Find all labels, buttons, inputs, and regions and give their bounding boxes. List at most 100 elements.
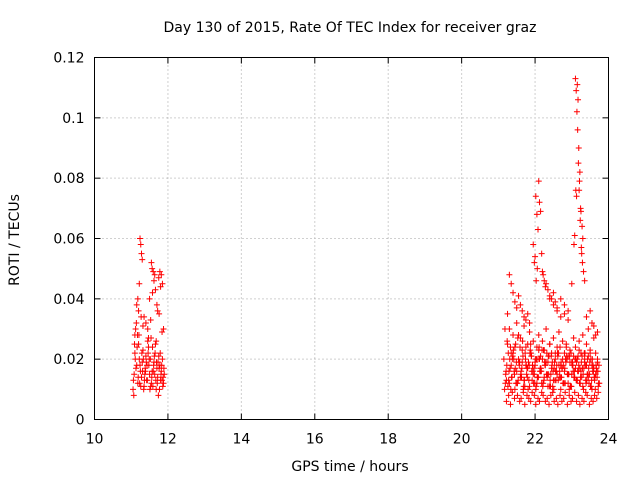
data-point: [152, 341, 159, 348]
data-point: [517, 344, 524, 351]
data-point: [137, 383, 144, 390]
data-point: [149, 289, 156, 296]
data-point: [564, 371, 571, 378]
data-point: [516, 398, 523, 405]
data-point: [574, 126, 581, 133]
data-point: [595, 380, 602, 387]
data-point: [587, 347, 594, 354]
data-point: [535, 178, 542, 185]
data-point: [582, 389, 589, 396]
data-point: [147, 383, 154, 390]
data-point: [131, 371, 138, 378]
y-axis-label: ROTI / TECUs: [7, 194, 23, 286]
data-point: [555, 350, 562, 357]
data-point: [573, 398, 580, 405]
data-point: [541, 277, 548, 284]
data-point: [543, 280, 550, 287]
data-point: [502, 380, 509, 387]
data-point: [155, 359, 162, 366]
data-point: [589, 356, 596, 363]
data-point: [507, 365, 514, 372]
data-point: [511, 298, 518, 305]
data-point: [542, 398, 549, 405]
data-point: [572, 344, 579, 351]
data-point: [546, 401, 553, 408]
data-point: [580, 386, 587, 393]
data-point: [583, 341, 590, 348]
axis-ticks: 10 12 14 16 18 20 22 24 0 0.02 0.04 0.06 0.08 0.1 0.12: [53, 51, 617, 448]
data-point: [513, 359, 520, 366]
data-point: [594, 329, 601, 336]
data-point: [148, 380, 155, 387]
data-point: [141, 313, 148, 320]
data-point: [525, 395, 532, 402]
data-point: [136, 380, 143, 387]
data-point: [577, 374, 584, 381]
data-point: [547, 392, 554, 399]
data-point: [557, 392, 564, 399]
data-point: [511, 344, 518, 351]
x-tick-label: 18: [379, 432, 397, 448]
data-point: [132, 326, 139, 332]
data-point: [137, 241, 144, 248]
chart-title: Day 130 of 2015, Rate Of TEC Index for r…: [164, 20, 537, 36]
data-point: [578, 250, 585, 257]
data-point: [583, 380, 590, 387]
data-point: [531, 259, 538, 266]
data-point: [142, 353, 149, 360]
data-point: [590, 322, 597, 329]
y-tick-label: 0.08: [53, 171, 84, 187]
data-point: [555, 329, 562, 336]
data-point: [566, 392, 573, 399]
data-point: [542, 283, 549, 290]
data-point: [590, 368, 597, 375]
data-point: [576, 178, 583, 185]
data-point: [512, 341, 519, 348]
data-point: [522, 356, 529, 363]
data-point: [554, 401, 561, 408]
data-point: [504, 383, 511, 390]
data-point: [154, 374, 161, 381]
data-point: [588, 395, 595, 402]
data-point: [582, 362, 589, 369]
data-point: [158, 362, 165, 369]
data-point: [539, 338, 546, 345]
data-point: [513, 304, 520, 311]
data-point: [581, 359, 588, 366]
data-point: [137, 235, 144, 242]
x-tick-label: 24: [600, 432, 618, 448]
data-point: [140, 386, 147, 393]
data-point: [588, 319, 595, 326]
data-point: [546, 295, 553, 302]
data-point: [145, 335, 152, 342]
data-point: [148, 259, 155, 266]
data-point: [583, 313, 590, 320]
data-point: [154, 307, 161, 314]
data-point: [595, 389, 602, 396]
data-point: [546, 383, 553, 390]
data-point: [518, 374, 525, 381]
data-point: [143, 359, 150, 366]
data-point: [157, 371, 164, 378]
data-point: [144, 377, 151, 384]
data-point: [156, 386, 163, 393]
data-point: [579, 223, 586, 230]
data-point: [504, 338, 511, 345]
data-point: [157, 283, 164, 290]
data-point: [588, 377, 595, 384]
data-point: [579, 235, 586, 242]
data-point: [523, 392, 530, 399]
data-point: [521, 377, 528, 384]
data-point: [137, 362, 144, 369]
data-point: [524, 341, 531, 348]
data-point: [153, 301, 160, 308]
data-point: [570, 368, 577, 375]
data-point: [538, 380, 545, 387]
data-point: [576, 169, 583, 176]
data-point: [145, 344, 152, 351]
data-point: [587, 307, 594, 314]
data-point: [565, 316, 572, 323]
data-point: [536, 398, 543, 405]
x-tick-label: 14: [232, 432, 250, 448]
data-point: [520, 389, 527, 396]
